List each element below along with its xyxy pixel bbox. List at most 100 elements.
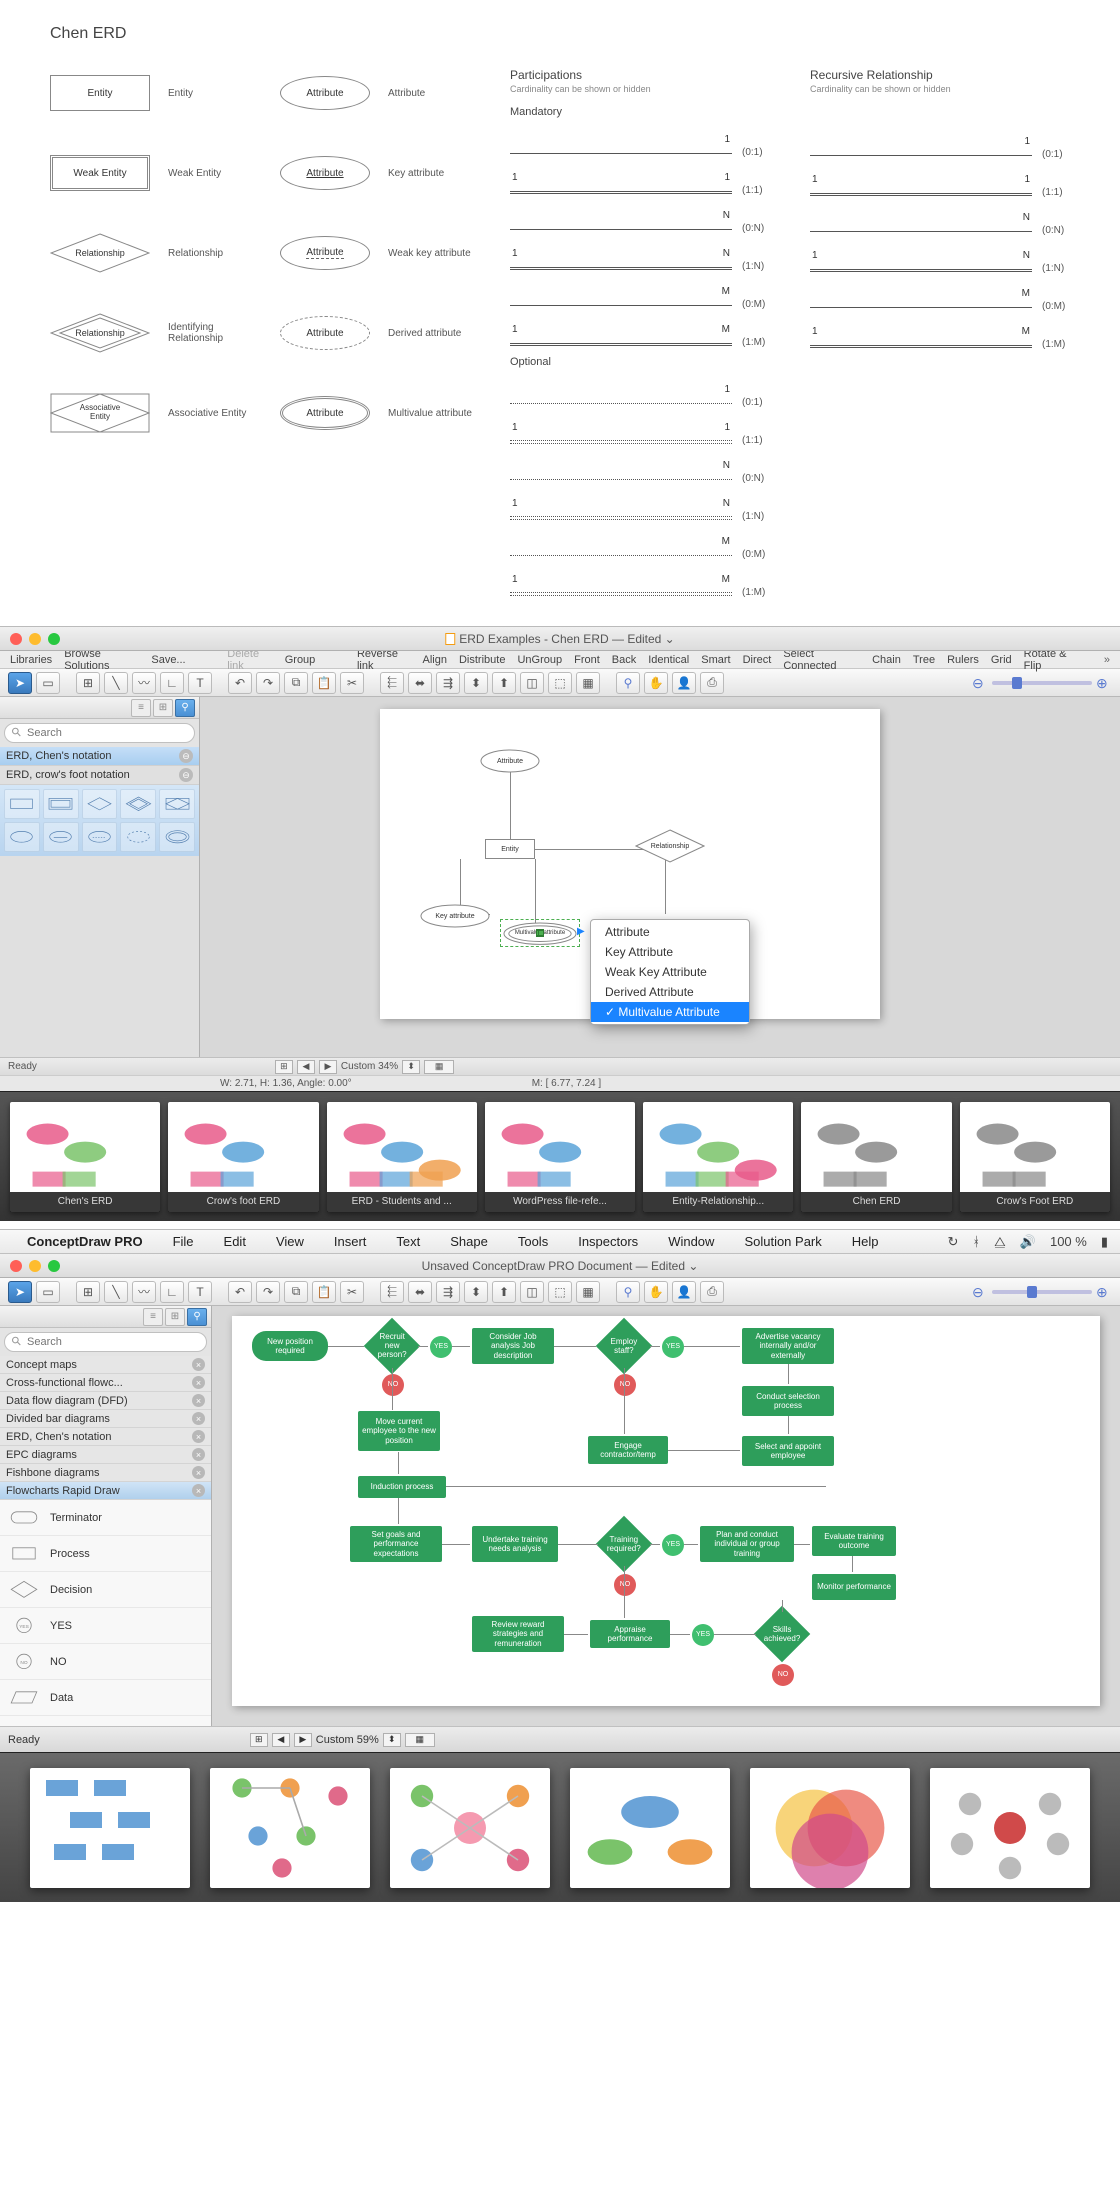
lib-tab-list[interactable]: ≡ <box>131 699 151 717</box>
status-page-controls[interactable]: ⊞◀▶ Custom 34% ⬍ ▦ <box>275 1060 454 1074</box>
fc-box-consider[interactable]: Consider Job analysis Job description <box>472 1328 554 1364</box>
text-tool[interactable]: T <box>188 672 212 694</box>
gallery-item[interactable]: ERD - Students and ... <box>327 1102 477 1212</box>
ungroup-tool[interactable]: ⬚ <box>548 672 572 694</box>
menu-item[interactable]: Distribute <box>459 654 505 666</box>
lib-shape-diamond[interactable] <box>82 789 118 819</box>
canvas-area-2[interactable]: New position required Recruit new person… <box>212 1306 1120 1726</box>
menu-item[interactable]: Group <box>285 654 316 666</box>
fc-yes-3[interactable]: YES <box>662 1534 684 1556</box>
close-icon[interactable] <box>10 1260 22 1272</box>
lib-tab-grid[interactable]: ⊞ <box>165 1308 185 1326</box>
close-icon[interactable] <box>10 633 22 645</box>
lib-category-close-icon[interactable]: × <box>192 1412 205 1425</box>
fc-box-undertake[interactable]: Undertake training needs analysis <box>472 1526 558 1562</box>
menu-item[interactable]: Rotate & Flip <box>1024 648 1080 672</box>
gallery-item[interactable] <box>750 1768 910 1888</box>
volume-icon[interactable]: 🔊 <box>1020 1234 1036 1250</box>
mac-menu-item[interactable]: Inspectors <box>578 1234 638 1249</box>
fc-no-3[interactable]: NO <box>614 1574 636 1596</box>
gallery-item[interactable]: Entity-Relationship... <box>643 1102 793 1212</box>
zoom-icon[interactable] <box>48 633 60 645</box>
zoom-in-icon[interactable]: ⊕ <box>1096 675 1112 691</box>
mac-menu-item[interactable]: Tools <box>518 1234 548 1249</box>
context-menu-item[interactable]: Attribute <box>591 922 749 942</box>
lib-category-close-icon[interactable]: × <box>192 1430 205 1443</box>
copy-tool[interactable]: ⧉ <box>284 1281 308 1303</box>
group-tool[interactable]: ◫ <box>520 1281 544 1303</box>
zoom-in-icon[interactable]: ⊕ <box>1096 1284 1112 1300</box>
menu-expand-icon[interactable]: » <box>1104 654 1110 666</box>
zoom-slider[interactable]: ⊖ ⊕ <box>972 676 1112 690</box>
lib-tab-search[interactable]: ⚲ <box>187 1308 207 1326</box>
zoom-icon[interactable] <box>48 1260 60 1272</box>
menu-item[interactable]: Front <box>574 654 600 666</box>
redo-tool[interactable]: ↷ <box>256 672 280 694</box>
fc-decision-recruit[interactable]: Recruit new person? <box>364 1318 421 1375</box>
fc-box-select-appoint[interactable]: Select and appoint employee <box>742 1436 834 1466</box>
lib-shape-ellipse-weak[interactable] <box>82 822 118 852</box>
library-shapes-grid[interactable] <box>0 785 199 856</box>
titlebar-2[interactable]: Unsaved ConceptDraw PRO Document — Edite… <box>0 1254 1120 1278</box>
context-menu-item[interactable]: Weak Key Attribute <box>591 962 749 982</box>
menu-item[interactable]: Grid <box>991 654 1012 666</box>
align-center-tool[interactable]: ⬌ <box>408 672 432 694</box>
lib-category-close-icon[interactable]: × <box>192 1466 205 1479</box>
gallery-item[interactable] <box>390 1768 550 1888</box>
template-gallery[interactable]: Chen's ERDCrow's foot ERDERD - Students … <box>0 1091 1120 1221</box>
mac-menubar[interactable]: ConceptDraw PROFileEditViewInsertTextSha… <box>0 1230 1120 1254</box>
lib-shape-assoc[interactable] <box>159 789 195 819</box>
canvas-attribute-node[interactable]: Attribute <box>480 749 540 773</box>
menu-item[interactable]: Align <box>423 654 447 666</box>
library-search-input-2[interactable] <box>4 1332 207 1352</box>
distribute-tool[interactable]: ⬍ <box>464 1281 488 1303</box>
lib-category-close-icon[interactable]: × <box>192 1484 205 1497</box>
curve-tool[interactable]: 〰 <box>132 672 156 694</box>
lib-category-close-icon[interactable]: × <box>192 1358 205 1371</box>
undo-tool[interactable]: ↶ <box>228 672 252 694</box>
bluetooth-icon[interactable]: ᚼ <box>972 1234 980 1250</box>
mac-menu-item[interactable]: Window <box>668 1234 714 1249</box>
menu-item[interactable]: Chain <box>872 654 901 666</box>
menu-item[interactable]: Save... <box>151 654 185 666</box>
context-menu-item[interactable]: ✓ Multivalue Attribute <box>591 1002 749 1022</box>
lib-category[interactable]: Fishbone diagrams× <box>0 1464 211 1482</box>
context-menu-item[interactable]: Key Attribute <box>591 942 749 962</box>
align-left-tool[interactable]: ⬱ <box>380 672 404 694</box>
mac-menu-item[interactable]: View <box>276 1234 304 1249</box>
line-tool[interactable]: ╲ <box>104 672 128 694</box>
fc-decision-employ[interactable]: Employ staff? <box>596 1318 653 1375</box>
lib-category[interactable]: Cross-functional flowc...× <box>0 1374 211 1392</box>
canvas-entity-node[interactable]: Entity <box>485 839 535 859</box>
canvas-relationship-node[interactable]: Relationship <box>635 829 705 863</box>
fc-no-2[interactable]: NO <box>614 1374 636 1396</box>
fc-box-move-emp[interactable]: Move current employee to the new positio… <box>358 1411 440 1451</box>
lib-shape-ellipse-derived[interactable] <box>120 822 156 852</box>
canvas-area[interactable]: Attribute Entity Key attribute Relations… <box>200 697 1120 1057</box>
rect-tool[interactable]: ▭ <box>36 672 60 694</box>
fc-box-plan-conduct[interactable]: Plan and conduct individual or group tra… <box>700 1526 794 1562</box>
lib-shape-ellipse-multi[interactable] <box>159 822 195 852</box>
lib-tab-grid[interactable]: ⊞ <box>153 699 173 717</box>
fc-no-1[interactable]: NO <box>382 1374 404 1396</box>
print-tool[interactable]: ⎙ <box>700 1281 724 1303</box>
template-gallery-2[interactable] <box>0 1752 1120 1902</box>
lib-shape-row[interactable]: Terminator <box>0 1500 211 1536</box>
angle-tool[interactable]: ∟ <box>160 672 184 694</box>
zoom-slider-2[interactable]: ⊖ ⊕ <box>972 1285 1112 1299</box>
fc-no-4[interactable]: NO <box>772 1664 794 1686</box>
fc-decision-skills[interactable]: Skills achieved? <box>754 1606 811 1663</box>
canvas-multivalue-attribute-node[interactable]: Multivalue attribute <box>500 919 580 947</box>
fc-yes-4[interactable]: YES <box>692 1624 714 1646</box>
lib-category-close-icon[interactable]: × <box>192 1376 205 1389</box>
gallery-item[interactable]: Crow's Foot ERD <box>960 1102 1110 1212</box>
menubar[interactable]: LibrariesBrowse SolutionsSave...Delete l… <box>0 651 1120 669</box>
lib-shape-row[interactable]: YESYES <box>0 1608 211 1644</box>
context-menu-item[interactable]: Derived Attribute <box>591 982 749 1002</box>
angle-tool[interactable]: ∟ <box>160 1281 184 1303</box>
pan-tool[interactable]: ✋ <box>644 672 668 694</box>
menu-item[interactable]: Identical <box>648 654 689 666</box>
fc-decision-training[interactable]: Training required? <box>596 1516 653 1573</box>
fc-box-review[interactable]: Review reward strategies and remuneratio… <box>472 1616 564 1652</box>
mac-menu-item[interactable]: File <box>173 1234 194 1249</box>
